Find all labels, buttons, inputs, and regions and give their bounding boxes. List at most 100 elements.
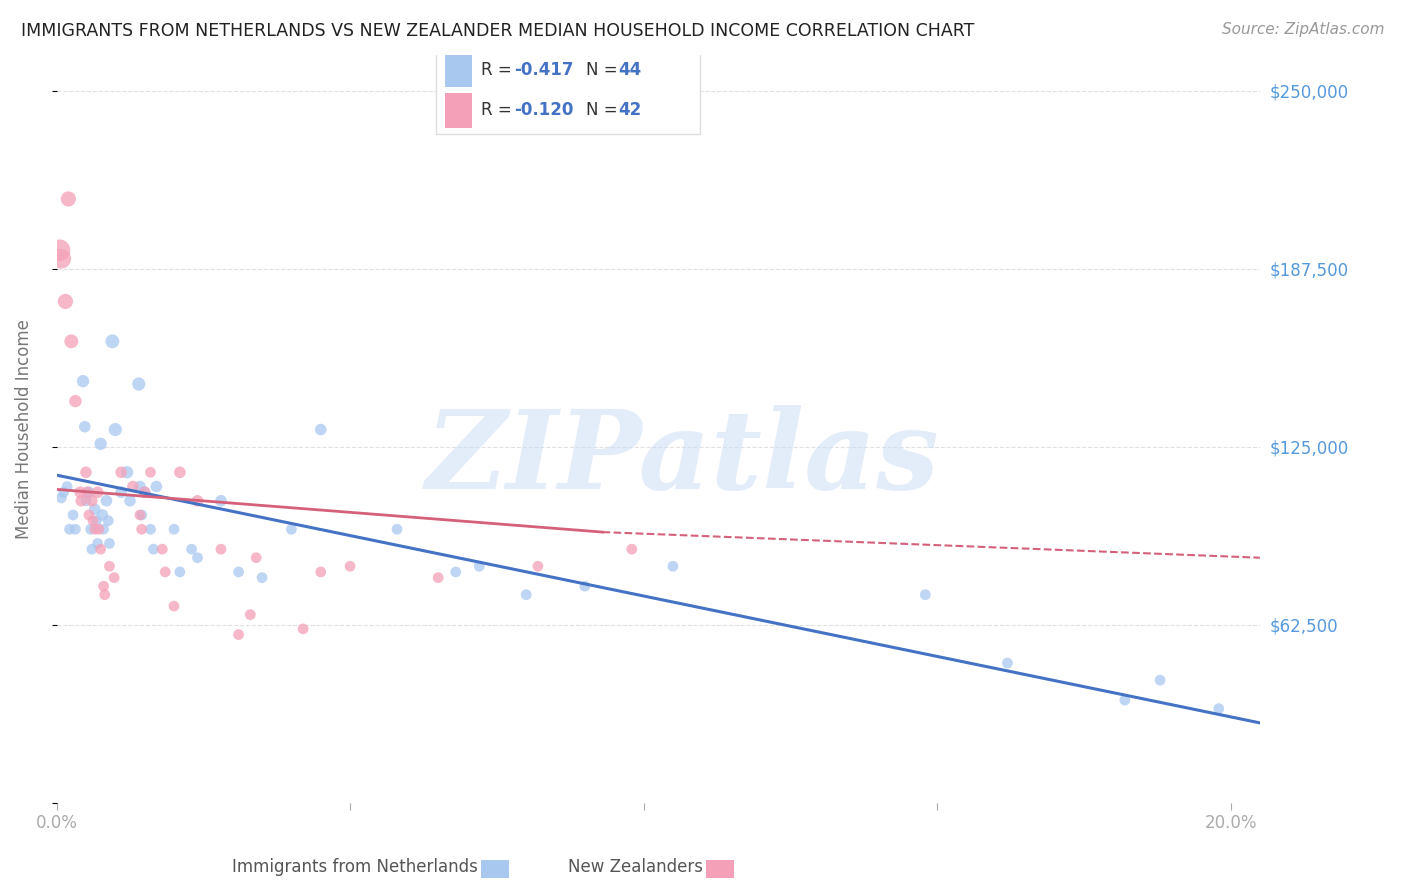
- Point: [186, 493, 208, 508]
- Point: [186, 550, 208, 565]
- Text: -0.417: -0.417: [513, 61, 574, 78]
- Point: [48, 243, 70, 257]
- Point: [280, 522, 302, 536]
- Point: [75, 465, 97, 479]
- Point: [122, 479, 145, 493]
- Point: [228, 627, 250, 641]
- Point: [292, 622, 315, 636]
- Point: [110, 465, 132, 479]
- Point: [250, 571, 273, 585]
- Point: [58, 522, 80, 536]
- Point: [129, 479, 152, 493]
- Point: [134, 485, 156, 500]
- Point: [209, 493, 232, 508]
- Text: -0.120: -0.120: [513, 101, 574, 120]
- Point: [427, 571, 450, 585]
- Point: [101, 334, 124, 349]
- Point: [468, 559, 491, 574]
- Point: [97, 514, 120, 528]
- Point: [86, 536, 108, 550]
- Text: 42: 42: [619, 101, 641, 120]
- Point: [60, 334, 83, 349]
- Point: [83, 502, 105, 516]
- Point: [662, 559, 685, 574]
- Text: 44: 44: [619, 61, 641, 78]
- Point: [76, 485, 98, 500]
- Point: [163, 522, 186, 536]
- Point: [150, 542, 173, 557]
- Text: New Zealanders: New Zealanders: [568, 858, 703, 876]
- Text: R =: R =: [481, 101, 517, 120]
- FancyBboxPatch shape: [446, 93, 472, 128]
- Point: [145, 479, 167, 493]
- Point: [309, 423, 332, 437]
- Point: [1208, 701, 1230, 715]
- Point: [73, 419, 96, 434]
- Point: [86, 485, 108, 500]
- Point: [90, 542, 112, 557]
- Point: [163, 599, 186, 614]
- Point: [98, 559, 121, 574]
- Text: N =: N =: [586, 101, 623, 120]
- Point: [180, 542, 202, 557]
- Point: [52, 485, 75, 500]
- Point: [93, 588, 115, 602]
- Point: [80, 542, 103, 557]
- Point: [72, 374, 94, 388]
- Point: [228, 565, 250, 579]
- Point: [118, 493, 141, 508]
- Point: [103, 571, 125, 585]
- Point: [86, 514, 108, 528]
- Point: [139, 522, 162, 536]
- Point: [79, 522, 101, 536]
- Point: [128, 377, 150, 392]
- FancyBboxPatch shape: [446, 53, 472, 87]
- Point: [80, 493, 103, 508]
- Point: [574, 579, 596, 593]
- Point: [65, 522, 87, 536]
- Point: [55, 294, 77, 309]
- Point: [75, 493, 97, 508]
- Point: [209, 542, 232, 557]
- Point: [169, 565, 191, 579]
- Text: Immigrants from Netherlands: Immigrants from Netherlands: [232, 858, 478, 876]
- Point: [385, 522, 408, 536]
- Point: [139, 465, 162, 479]
- Point: [70, 493, 93, 508]
- Point: [169, 465, 191, 479]
- Point: [131, 522, 153, 536]
- Text: R =: R =: [481, 61, 517, 78]
- Point: [339, 559, 361, 574]
- Point: [620, 542, 643, 557]
- Point: [1114, 693, 1136, 707]
- Point: [527, 559, 550, 574]
- Point: [115, 465, 138, 479]
- Point: [104, 423, 127, 437]
- Point: [245, 550, 267, 565]
- Point: [77, 508, 100, 522]
- Point: [444, 565, 467, 579]
- Point: [77, 485, 100, 500]
- Point: [98, 536, 121, 550]
- Point: [83, 522, 105, 536]
- Point: [82, 514, 104, 528]
- Point: [309, 565, 332, 579]
- Point: [65, 394, 87, 409]
- Point: [58, 192, 80, 206]
- Point: [515, 588, 537, 602]
- Point: [1149, 673, 1171, 688]
- Point: [69, 485, 91, 500]
- FancyBboxPatch shape: [436, 47, 700, 134]
- Point: [87, 522, 110, 536]
- Text: ZIPatlas: ZIPatlas: [426, 405, 939, 513]
- Point: [90, 437, 112, 451]
- Y-axis label: Median Household Income: Median Household Income: [15, 319, 32, 539]
- Text: Source: ZipAtlas.com: Source: ZipAtlas.com: [1222, 22, 1385, 37]
- Point: [153, 565, 176, 579]
- Point: [239, 607, 262, 622]
- Point: [997, 656, 1019, 670]
- Point: [62, 508, 84, 522]
- Point: [131, 508, 153, 522]
- Point: [110, 485, 132, 500]
- Point: [56, 479, 79, 493]
